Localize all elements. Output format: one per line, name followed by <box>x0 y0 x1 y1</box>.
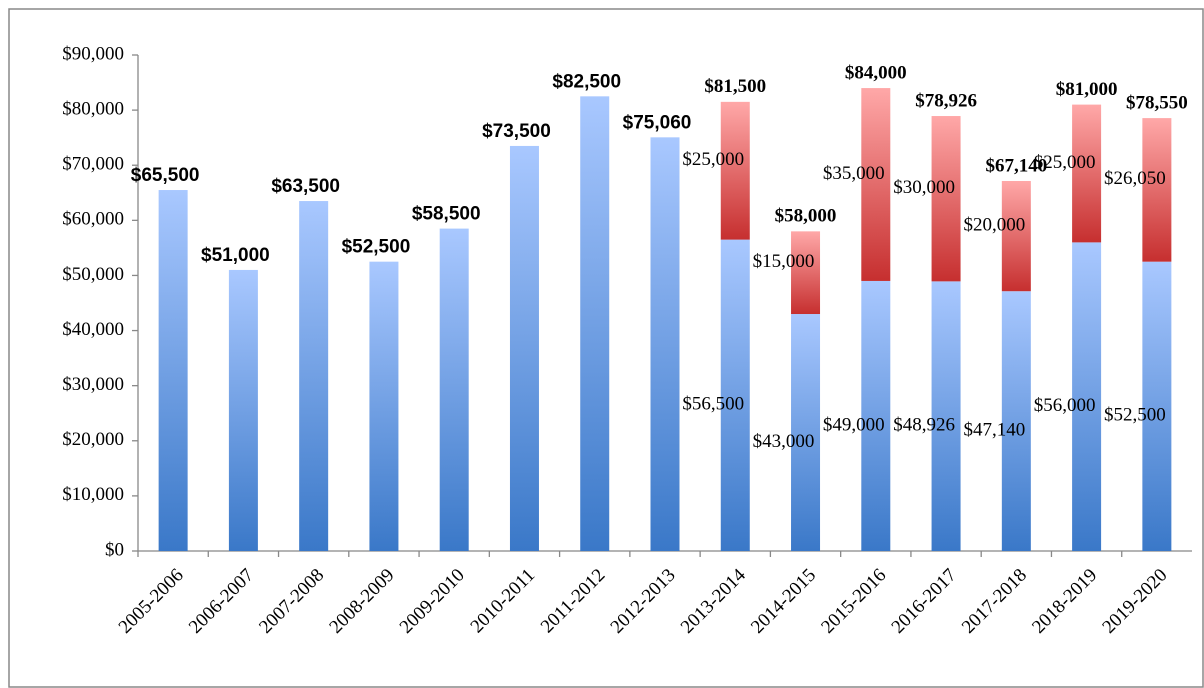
y-tick-label: $60,000 <box>62 209 124 230</box>
data-label: $43,000 <box>753 431 815 452</box>
total-label: $67,140 <box>985 155 1047 176</box>
data-label: $52,500 <box>1104 405 1166 426</box>
y-tick-label: $80,000 <box>62 98 124 119</box>
data-label: $73,500 <box>482 121 551 142</box>
bar-segment <box>1001 291 1031 551</box>
bar-segment <box>439 228 469 551</box>
y-tick-label: $70,000 <box>62 154 124 175</box>
data-label: $51,000 <box>201 245 270 266</box>
bar-segment <box>931 116 961 282</box>
data-label: $15,000 <box>753 251 815 272</box>
bar-segment <box>720 101 750 240</box>
total-label: $78,926 <box>915 90 977 111</box>
data-label: $56,500 <box>682 394 744 415</box>
data-label: $52,500 <box>342 237 411 258</box>
bar-segment <box>791 231 821 315</box>
data-label: $82,500 <box>552 71 621 92</box>
y-tick-label: $0 <box>105 539 124 560</box>
y-tick-label: $90,000 <box>62 43 124 64</box>
bar-segment <box>791 314 821 551</box>
bar-segment <box>158 190 188 551</box>
data-label: $48,926 <box>893 415 955 436</box>
y-tick-label: $10,000 <box>62 484 124 505</box>
data-label: $75,060 <box>623 112 692 133</box>
data-label: $25,000 <box>682 149 744 170</box>
y-tick-label: $50,000 <box>62 264 124 285</box>
data-label: $56,000 <box>1034 395 1096 416</box>
bar-segment <box>1072 242 1102 551</box>
bar-segment <box>509 145 539 551</box>
bar-segment <box>1142 261 1172 551</box>
data-label: $35,000 <box>823 163 885 184</box>
data-label: $25,000 <box>1034 152 1096 173</box>
bar-segment <box>861 280 891 551</box>
bar-segment <box>369 261 399 551</box>
bar-segment <box>299 201 329 552</box>
y-tick-label: $30,000 <box>62 374 124 395</box>
y-tick-label: $40,000 <box>62 319 124 340</box>
data-label: $26,050 <box>1104 168 1166 189</box>
bar-segment <box>861 88 891 281</box>
bar-segment <box>228 269 258 551</box>
bar-segment <box>580 96 610 551</box>
bar-segment <box>650 137 680 551</box>
data-label: $58,500 <box>412 204 481 225</box>
total-label: $81,500 <box>704 76 766 97</box>
total-label: $58,000 <box>775 206 837 227</box>
data-label: $30,000 <box>893 177 955 198</box>
bar-segment <box>1072 104 1102 243</box>
total-label: $84,000 <box>845 62 907 83</box>
bar-segment <box>931 281 961 551</box>
bar-segment <box>720 239 750 551</box>
data-label: $20,000 <box>963 214 1025 235</box>
data-label: $65,500 <box>131 165 200 186</box>
data-label: $63,500 <box>271 176 340 197</box>
bar-segment <box>1001 180 1031 292</box>
y-tick-label: $20,000 <box>62 429 124 450</box>
data-label: $49,000 <box>823 414 885 435</box>
bar-segment <box>1142 118 1172 262</box>
total-label: $81,000 <box>1056 79 1118 100</box>
data-label: $47,140 <box>963 419 1025 440</box>
total-label: $78,550 <box>1126 92 1188 113</box>
